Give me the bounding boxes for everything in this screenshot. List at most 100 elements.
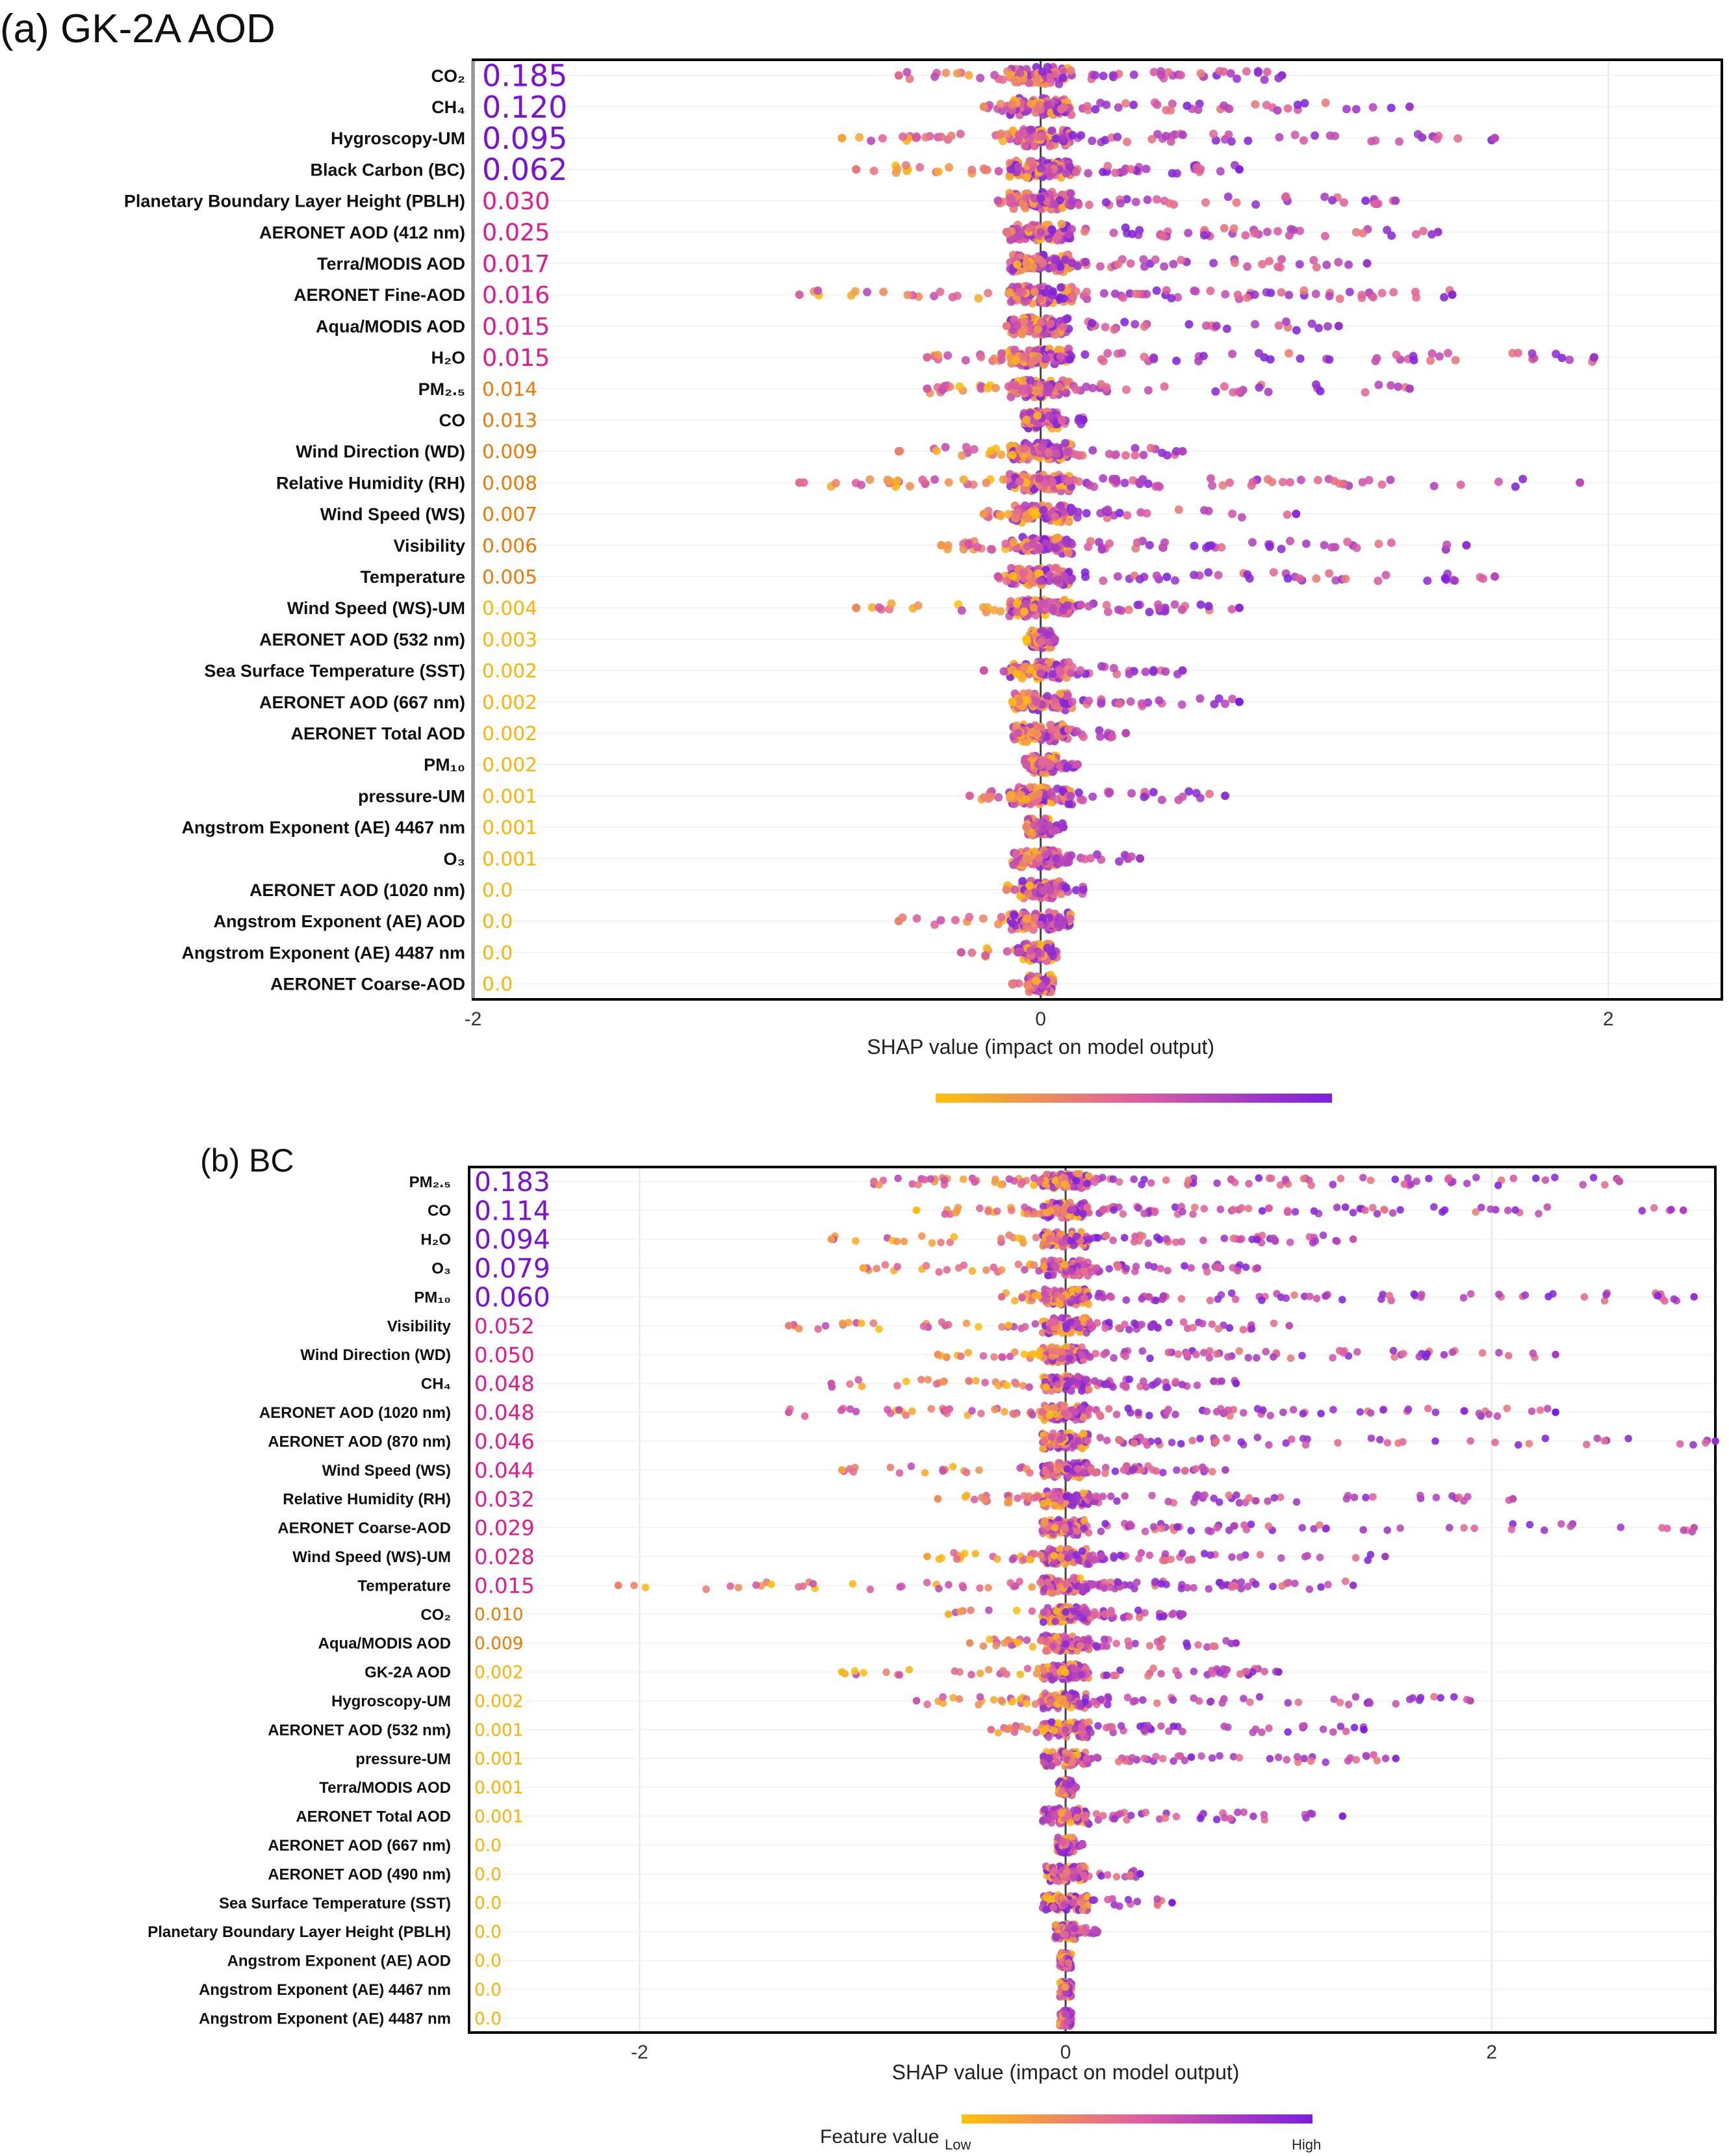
shap-point [1127,229,1136,238]
shap-point [1283,1207,1292,1214]
shap-point [1018,1178,1027,1186]
shap-point [983,603,992,612]
shap-point [1162,105,1171,114]
shap-point [1058,1294,1066,1302]
shap-point [992,383,1001,392]
shap-point [976,73,985,83]
shap-point [1120,318,1129,327]
shap-point [1115,699,1124,708]
shap-point [1021,142,1030,151]
shap-point [865,475,875,484]
shap-point [1299,136,1308,145]
importance-value: 0.052 [474,1314,535,1339]
shap-point [1122,1296,1131,1304]
shap-point [953,1207,961,1215]
shap-point [1690,1293,1698,1301]
feature-label: PM₁₀ [414,1289,451,1306]
shap-point [1491,572,1500,581]
shap-point [1071,385,1081,394]
shap-point [1204,541,1213,550]
shap-point [1286,1238,1294,1246]
shap-point [1343,537,1352,546]
shap-point [940,1176,949,1185]
shap-point [1072,1177,1081,1185]
beeswarm-points [894,439,1187,465]
shap-point [1413,130,1422,139]
shap-point [932,446,941,456]
shap-point [1211,387,1220,396]
shap-point [1265,1204,1273,1213]
beeswarm-points [1002,313,1343,339]
shap-point [1196,69,1205,78]
importance-value: 0.094 [474,1224,550,1255]
shap-point [1328,196,1337,205]
shap-point [1290,1291,1298,1299]
shap-point [1061,1180,1069,1188]
beeswarm-points [894,62,1287,88]
shap-point [1543,1203,1552,1211]
shap-point [1075,477,1084,486]
shap-point [962,443,971,452]
shap-point [948,292,957,302]
shap-point [1201,198,1210,207]
shap-point [1392,350,1401,359]
shap-point [905,74,914,83]
shap-point [1088,446,1097,455]
shap-point [1162,572,1172,582]
importance-value: 0.013 [482,409,537,432]
shap-point [1122,1264,1131,1272]
shap-point [1019,318,1029,327]
shap-point [1074,200,1083,209]
shap-point [1101,136,1110,145]
shap-point [1058,133,1068,142]
shap-point [1027,125,1036,135]
shap-point [1035,949,1044,958]
importance-value: 0.002 [482,723,537,745]
shap-point [1300,286,1309,295]
shap-point [997,450,1006,459]
shap-point [1123,138,1132,147]
shap-point [1069,292,1078,301]
shap-point [1035,854,1044,863]
shap-point [1033,133,1042,142]
shap-point [1032,728,1041,738]
shap-point [979,164,988,173]
shap-point [1033,411,1042,420]
shap-point [1051,330,1060,339]
shap-point [1082,509,1091,518]
shap-point [1216,167,1225,176]
shap-point [1211,136,1220,145]
shap-point [1131,198,1140,207]
shap-point [1102,383,1111,392]
shap-point [1131,444,1140,453]
shap-point [1134,478,1144,487]
shap-point [1005,1231,1013,1239]
shap-point [993,1207,1001,1215]
shap-point [1118,348,1127,357]
shap-point [1028,357,1037,366]
shap-point [1160,262,1169,271]
shap-point [1338,1296,1346,1303]
shap-point [1508,349,1517,358]
shap-point [1126,697,1135,706]
shap-point [1088,136,1097,146]
shap-point [1322,1292,1330,1300]
shap-point [1103,349,1112,358]
feature-label: pressure-UM [358,786,465,806]
shap-point [1296,226,1305,235]
shap-point [996,99,1005,109]
shap-point [1064,344,1073,353]
shap-point [1064,476,1073,485]
shap-point [1518,474,1528,483]
shap-point [951,916,960,925]
beeswarm-points [923,344,1598,370]
shap-point [1036,638,1045,647]
shap-point [1134,230,1143,239]
shap-point [953,69,962,78]
panel-title: (b) BC [200,1142,294,1179]
shap-point [1387,103,1396,112]
shap-point [893,1237,901,1246]
shap-point [956,129,965,138]
shap-point [993,572,1003,581]
